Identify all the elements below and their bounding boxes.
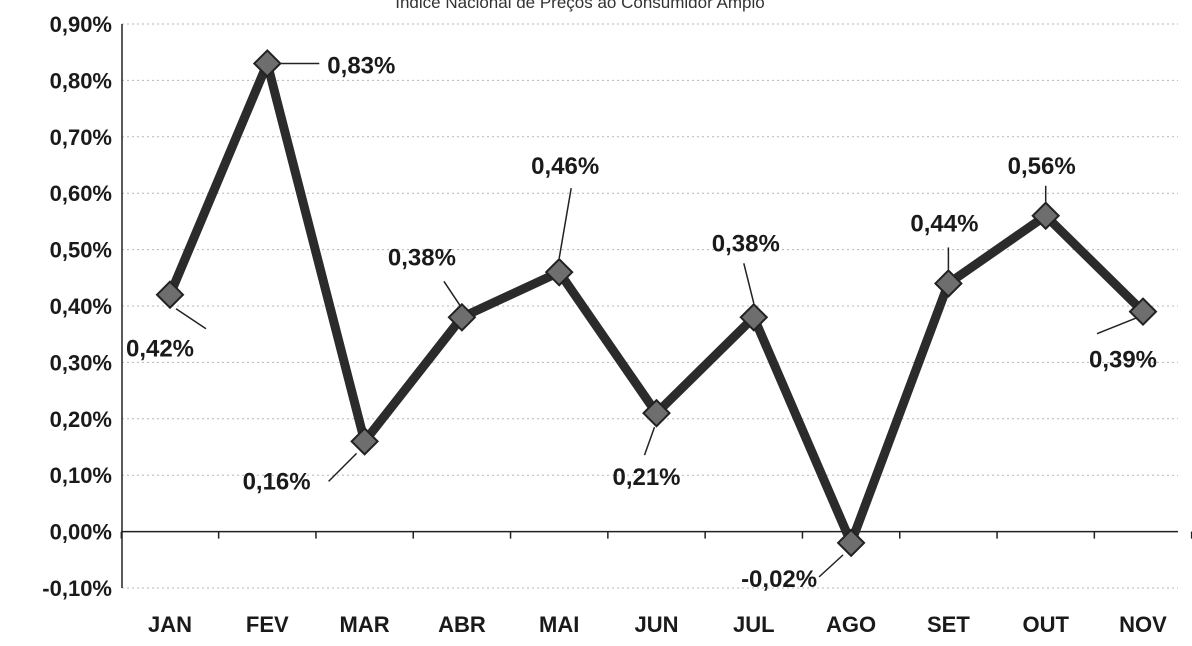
y-tick-label: 0,30% xyxy=(50,350,112,375)
leader-line xyxy=(328,452,358,482)
data-label: 0,21% xyxy=(612,464,680,491)
x-tick-label: MAI xyxy=(539,612,579,637)
leader-line xyxy=(175,308,207,330)
data-label: 0,83% xyxy=(327,52,395,79)
x-tick-label: AGO xyxy=(826,612,876,637)
x-tick-label: MAR xyxy=(340,612,390,637)
y-axis-tick-labels: 0,90% 0,80% 0,70% 0,60% 0,50% 0,40% 0,30% 0,20%… xyxy=(42,12,112,601)
data-point xyxy=(155,280,185,310)
x-axis-tick-labels: JAN FEV MAR ABR MAI JUN JUL AGO SET OUT NOV xyxy=(148,612,1167,637)
data-label: 0,46% xyxy=(531,153,599,180)
data-label: 0,38% xyxy=(388,244,456,271)
y-tick-label: 0,00% xyxy=(50,520,112,545)
data-point xyxy=(836,528,866,558)
data-point xyxy=(350,426,380,456)
data-markers xyxy=(155,49,1158,558)
axes xyxy=(120,24,1192,588)
data-label: 0,38% xyxy=(712,230,780,257)
y-tick-label: 0,60% xyxy=(50,181,112,206)
y-tick-label: 0,90% xyxy=(50,12,112,37)
data-label: 0,56% xyxy=(1008,153,1076,180)
y-tick-label: -0,10% xyxy=(42,576,112,601)
x-tick-label: JUN xyxy=(634,612,678,637)
data-point xyxy=(739,302,769,332)
data-point xyxy=(544,257,574,287)
x-tick-label: JUL xyxy=(733,612,775,637)
x-tick-label: JAN xyxy=(148,612,192,637)
y-tick-label: 0,70% xyxy=(50,125,112,150)
data-point xyxy=(252,49,282,78)
y-tick-label: 0,10% xyxy=(50,463,112,488)
data-point xyxy=(447,302,477,332)
y-tick-label: 0,20% xyxy=(50,407,112,432)
y-tick-label: 0,50% xyxy=(50,238,112,263)
x-tick-label: NOV xyxy=(1119,612,1167,637)
label-leader-lines xyxy=(175,62,1138,578)
x-tick-label: ABR xyxy=(438,612,486,637)
x-tick-label: OUT xyxy=(1022,612,1069,637)
chart-title: Índice Nacional de Preços ao Consumidor … xyxy=(395,0,764,12)
x-tick-label: SET xyxy=(927,612,970,637)
data-labels: 0,42% 0,83% 0,16% 0,38% 0,46% 0,21% 0,38% -0,02… xyxy=(126,52,1157,592)
leader-line xyxy=(558,188,572,259)
data-point xyxy=(642,398,671,428)
data-label: -0,02% xyxy=(741,566,817,593)
data-label: 0,39% xyxy=(1089,347,1157,374)
data-label: 0,42% xyxy=(126,336,194,363)
leader-line xyxy=(1096,316,1138,335)
x-tick-label: FEV xyxy=(246,612,289,637)
leader-line xyxy=(443,280,461,306)
data-label: 0,16% xyxy=(243,468,311,495)
y-tick-label: 0,80% xyxy=(50,68,112,93)
y-tick-label: 0,40% xyxy=(50,294,112,319)
leader-line xyxy=(818,554,844,578)
leader-line xyxy=(643,426,656,456)
data-point xyxy=(933,269,963,298)
data-point xyxy=(1031,201,1061,231)
leader-line xyxy=(743,263,755,304)
data-label: 0,44% xyxy=(910,210,978,237)
